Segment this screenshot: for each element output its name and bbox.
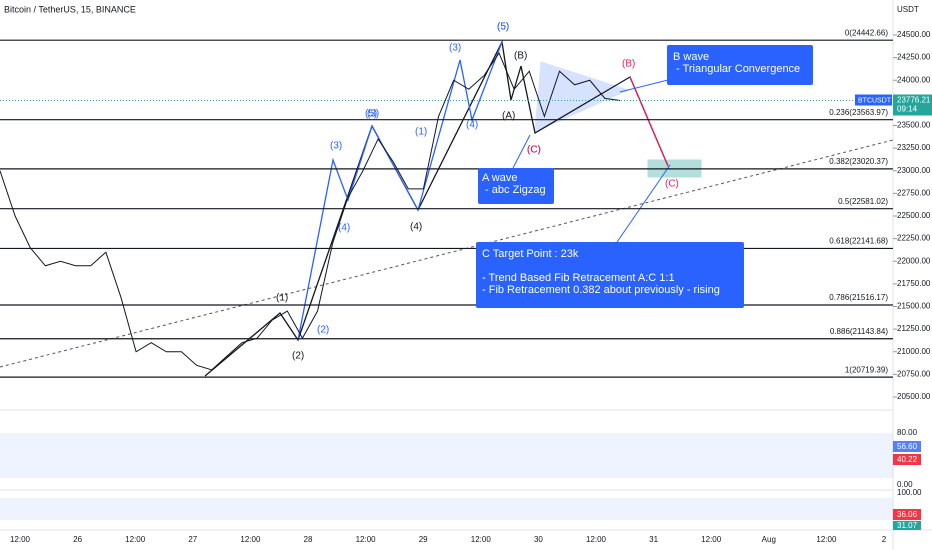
- currency: USDT: [897, 5, 919, 14]
- wave-label: (4): [338, 223, 350, 234]
- wave-label: (C): [527, 145, 541, 156]
- symbol-tag-text: BTCUSDT: [858, 97, 892, 104]
- callout: [614, 164, 671, 246]
- y-tick-label: 22000.00: [897, 256, 931, 265]
- wave-path: [297, 41, 503, 341]
- y-tick-label: 21500.00: [897, 302, 931, 311]
- rsi-label: 56.60: [897, 442, 918, 451]
- wave-label: (B): [514, 51, 527, 62]
- wave-label: (4): [410, 222, 422, 233]
- y-tick-label: 24250.00: [897, 53, 931, 62]
- y-tick-label: 23000.00: [897, 166, 931, 175]
- wave-label: (5): [365, 109, 377, 120]
- x-tick-label: 12:00: [816, 535, 837, 544]
- wave-label: (A): [502, 111, 515, 122]
- y-tick-label: 22250.00: [897, 234, 931, 243]
- fib-label: 0.5(22581.02): [838, 197, 888, 206]
- wave-label: (5): [497, 22, 509, 33]
- wave-label: (3): [367, 109, 379, 120]
- price-line: [0, 52, 621, 371]
- rsi-label: 80.00: [897, 428, 918, 437]
- wave-label: (3): [330, 141, 342, 152]
- stoch-tag: [893, 521, 921, 530]
- y-tick-label: 23500.00: [897, 121, 931, 130]
- callout: [512, 134, 531, 169]
- price-tag: [893, 94, 932, 116]
- x-tick-label: 27: [188, 535, 197, 544]
- y-tick-label: 24500.00: [897, 30, 931, 39]
- wave-label: (C): [665, 179, 679, 190]
- c-target-box: [476, 242, 744, 308]
- a-wave-note: A wave - abc Zigzag: [482, 172, 546, 196]
- x-tick-label: 31: [649, 535, 658, 544]
- wave-label: (5): [497, 22, 509, 33]
- x-tick-label: 12:00: [240, 535, 261, 544]
- fib-label: 1(20719.39): [845, 365, 888, 374]
- fib-label: 0.618(22141.68): [829, 237, 888, 246]
- y-tick-label: 23250.00: [897, 143, 931, 152]
- x-tick-label: 12:00: [471, 535, 492, 544]
- b-wave-note: B wave - Triangular Convergence: [673, 51, 800, 75]
- y-tick-label: 21250.00: [897, 324, 931, 333]
- wave-label: (4): [466, 120, 478, 131]
- b-wave-box: [667, 45, 813, 85]
- a-wave-box: [478, 168, 554, 204]
- callout: [619, 79, 669, 93]
- y-tick-label: 20500.00: [897, 392, 931, 401]
- rsi-tag: [893, 454, 921, 465]
- wave-label: (2): [292, 351, 304, 362]
- wave-label: (C): [527, 145, 541, 156]
- y-tick-label: 21000.00: [897, 347, 931, 356]
- wave-label: (3): [449, 43, 461, 54]
- x-tick-label: 2: [882, 535, 887, 544]
- y-tick-label: 24000.00: [897, 75, 931, 84]
- y-tick-label: 22750.00: [897, 188, 931, 197]
- x-tick-label: 12:00: [701, 535, 722, 544]
- x-tick-label: 30: [534, 535, 543, 544]
- wave-path: [629, 76, 669, 167]
- x-tick-label: 28: [304, 535, 313, 544]
- x-tick-label: 12:00: [10, 535, 31, 544]
- symbol-tag: [855, 94, 892, 106]
- wave-label: (B): [622, 59, 635, 70]
- y-tick-label: 22500.00: [897, 211, 931, 220]
- stoch-tag: [893, 509, 921, 520]
- x-tick-label: 26: [73, 535, 82, 544]
- rsi-band: [0, 433, 893, 478]
- fib-label: 0.886(21143.84): [830, 327, 888, 336]
- fib-label: 0.786(21516.17): [829, 293, 888, 302]
- y-tick-label: 20750.00: [897, 369, 931, 378]
- symbol-title: Bitcoin / TetherUS, 15, BINANCE: [4, 4, 136, 14]
- rsi-tag: [893, 441, 921, 452]
- x-tick-label: 12:00: [586, 535, 607, 544]
- fib-label: 0.236(23563.97): [829, 108, 888, 117]
- x-tick-label: 12:00: [356, 535, 377, 544]
- rsi-label: 0.00: [897, 480, 913, 489]
- stoch-label: 36.06: [897, 510, 918, 519]
- countdown-text: 09:14: [897, 105, 918, 114]
- x-tick-label: 29: [419, 535, 428, 544]
- x-tick-label: Aug: [762, 535, 776, 544]
- fib-label: 0(24442.66): [845, 28, 888, 37]
- wave-label: (2): [317, 325, 329, 336]
- c-target-note: C Target Point : 23k - Trend Based Fib R…: [482, 248, 720, 296]
- x-tick-label: 12:00: [125, 535, 146, 544]
- stoch-label: 31.07: [897, 521, 918, 530]
- stoch-label: 100.00: [897, 488, 922, 497]
- wave-label: (1): [415, 127, 427, 138]
- wave-label: (1): [276, 293, 288, 304]
- y-tick-label: 21750.00: [897, 279, 931, 288]
- rsi-label: 40.22: [897, 455, 918, 464]
- stoch-band: [0, 498, 893, 520]
- price-tag-text: 23776.21: [897, 96, 931, 105]
- fib-label: 0.382(23020.37): [829, 157, 888, 166]
